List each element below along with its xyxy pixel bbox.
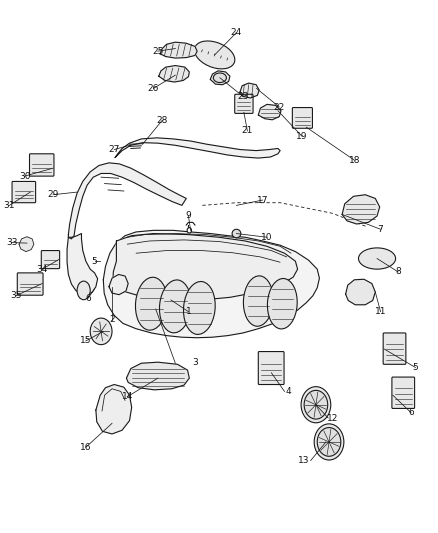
Text: 4: 4 [286,387,292,396]
Text: 26: 26 [148,84,159,93]
Text: 6: 6 [408,408,414,417]
Text: 15: 15 [80,336,92,345]
Text: 16: 16 [80,443,92,452]
Text: 21: 21 [242,126,253,135]
Polygon shape [160,42,197,58]
Polygon shape [109,274,128,295]
Polygon shape [103,230,319,338]
Text: 33: 33 [6,238,18,247]
Text: 29: 29 [47,190,59,199]
Polygon shape [210,71,230,85]
Polygon shape [127,362,189,390]
Text: 3: 3 [192,358,198,367]
Text: 24: 24 [231,28,242,37]
Text: 5: 5 [92,257,97,265]
Ellipse shape [268,279,297,329]
Ellipse shape [317,427,341,456]
Ellipse shape [244,276,273,326]
Ellipse shape [184,281,215,334]
FancyBboxPatch shape [235,94,253,114]
Text: 2: 2 [109,315,115,324]
Text: 23: 23 [237,92,249,101]
Ellipse shape [194,41,235,69]
Text: 8: 8 [395,268,401,276]
FancyBboxPatch shape [17,273,43,295]
Text: 22: 22 [274,102,285,111]
FancyBboxPatch shape [12,181,35,203]
Text: 9: 9 [186,212,191,221]
Text: 30: 30 [19,172,31,181]
FancyBboxPatch shape [392,377,415,408]
Ellipse shape [304,390,328,419]
Text: 13: 13 [298,456,310,465]
Polygon shape [240,83,259,98]
Polygon shape [67,233,98,295]
Text: 17: 17 [257,196,268,205]
Ellipse shape [314,424,344,460]
Text: 14: 14 [122,392,133,401]
Polygon shape [346,279,375,305]
Polygon shape [159,66,189,82]
Text: 7: 7 [378,225,383,234]
Text: 31: 31 [4,201,15,210]
Text: 28: 28 [156,116,168,125]
Text: 25: 25 [152,47,163,55]
Text: 1: 1 [186,307,191,316]
Text: 6: 6 [85,294,91,303]
Polygon shape [113,233,297,300]
Text: 12: 12 [327,414,338,423]
Polygon shape [115,138,280,158]
FancyBboxPatch shape [292,108,312,128]
FancyBboxPatch shape [383,333,406,365]
Polygon shape [342,195,380,224]
Ellipse shape [159,280,191,333]
Text: 27: 27 [109,145,120,154]
Polygon shape [19,237,34,252]
FancyBboxPatch shape [258,352,284,384]
Ellipse shape [213,73,226,83]
Ellipse shape [301,386,331,423]
Text: 34: 34 [36,265,48,273]
Text: 35: 35 [10,291,22,300]
Text: 10: 10 [261,233,273,242]
Ellipse shape [135,277,167,330]
FancyBboxPatch shape [41,251,60,269]
Text: 11: 11 [375,307,386,316]
Polygon shape [96,384,132,434]
Text: 5: 5 [413,363,418,372]
Text: 19: 19 [296,132,308,141]
Text: 18: 18 [349,156,360,165]
Ellipse shape [187,228,191,233]
Ellipse shape [232,229,241,238]
Polygon shape [258,104,281,120]
FancyBboxPatch shape [29,154,54,176]
Ellipse shape [358,248,396,269]
Polygon shape [68,163,186,239]
Ellipse shape [90,318,112,345]
Ellipse shape [77,281,90,300]
